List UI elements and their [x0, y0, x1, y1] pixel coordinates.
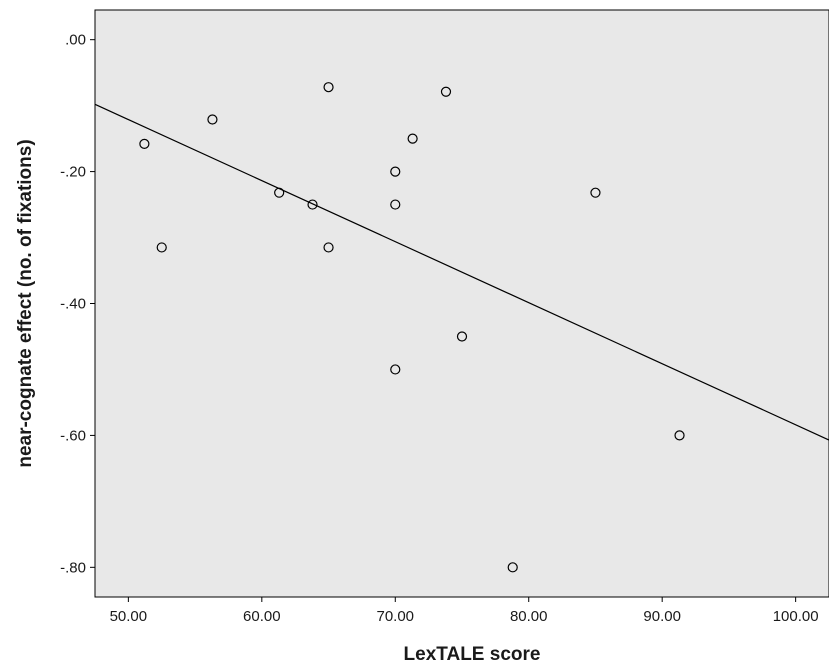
data-point	[323, 242, 334, 253]
x-tick-label: 90.00	[643, 608, 681, 625]
y-tick-label: -.40	[60, 296, 86, 313]
y-axis: .00 -.20 -.40 -.60 -.80	[60, 10, 96, 597]
data-point	[156, 242, 167, 253]
data-point	[274, 187, 285, 198]
x-tick-label: 50.00	[110, 608, 148, 625]
data-point	[507, 562, 518, 573]
plot-area	[94, 9, 829, 598]
x-tick-label: 80.00	[510, 608, 548, 625]
data-point	[590, 187, 601, 198]
data-point	[323, 82, 334, 93]
x-tick-label: 60.00	[243, 608, 281, 625]
y-tick-label: -.20	[60, 164, 86, 181]
x-tick-label: 70.00	[376, 608, 414, 625]
y-tick-label: .00	[65, 32, 86, 49]
data-point	[674, 430, 685, 441]
data-point	[207, 114, 218, 125]
x-axis: 50.00 60.00 70.00 80.00 90.00 100.00	[95, 596, 829, 625]
data-point	[407, 133, 418, 144]
data-point	[390, 364, 401, 375]
x-tick-label: 100.00	[773, 608, 819, 625]
y-tick-label: -.60	[60, 427, 86, 444]
data-point	[390, 166, 401, 177]
data-point	[139, 138, 150, 149]
regression-line	[94, 103, 829, 441]
y-axis-title: near-cognate effect (no. of fixations)	[15, 139, 36, 467]
data-point	[440, 86, 452, 97]
data-point	[456, 331, 468, 342]
y-tick-label: -.80	[60, 559, 86, 576]
x-axis-title: LexTALE score	[404, 644, 541, 665]
data-point	[390, 199, 401, 210]
data-point	[307, 199, 318, 210]
